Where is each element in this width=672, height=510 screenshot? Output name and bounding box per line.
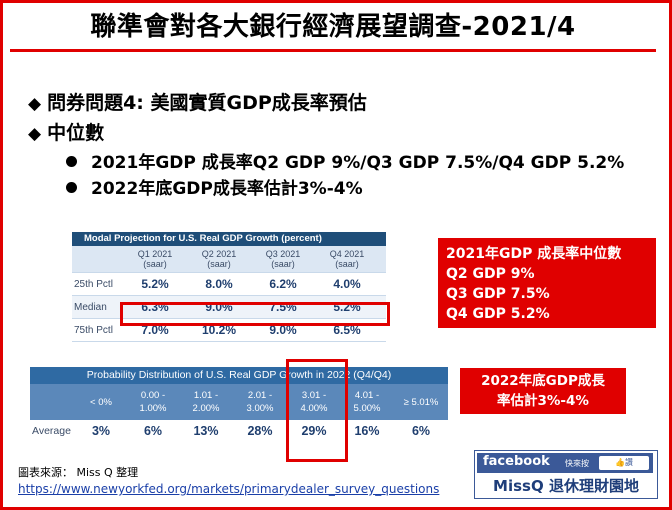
sub-bullet-text: 2021年GDP 成長率Q2 GDP 9%/Q3 GDP 7.5%/Q4 GDP… — [91, 153, 625, 173]
table-cell: 29% — [301, 423, 327, 438]
row-label: Average — [32, 424, 71, 437]
note-line: 率估計3%-4% — [497, 393, 589, 409]
dot-icon — [66, 181, 77, 193]
forecast-note-box: 2022年底GDP成長 率估計3%-4% — [460, 368, 626, 414]
note-line: Q2 GDP 9% — [446, 266, 535, 282]
facebook-banner: facebook 快來按 👍讚 — [477, 453, 653, 473]
bullet-text: 中位數 — [47, 122, 105, 144]
row-label: Median — [74, 301, 107, 313]
note-line: Q3 GDP 7.5% — [446, 286, 550, 302]
note-line: Q4 GDP 5.2% — [446, 306, 550, 322]
range-header: ≥ 5.01% — [403, 396, 439, 408]
diamond-icon: ◆ — [28, 94, 42, 114]
title-divider — [10, 49, 656, 52]
range-header-row: < 0% 0.00 -1.00% 1.01 -2.00% 2.01 -3.00%… — [30, 384, 448, 420]
probability-distribution-table: Probability Distribution of U.S. Real GD… — [30, 367, 448, 441]
source-text: 圖表來源： Miss Q 整理 — [18, 466, 139, 479]
slide-title: 聯準會對各大銀行經濟展望調查-2021/4 — [90, 12, 576, 42]
table-title: Modal Projection for U.S. Real GDP Growt… — [72, 232, 386, 246]
dot-icon — [66, 155, 77, 167]
page-name: MissQ 退休理財園地 — [493, 477, 639, 495]
table-cell: 10.2% — [201, 323, 237, 337]
table-row: 25th Pctl 5.2% 8.0% 6.2% 4.0% — [72, 273, 386, 296]
range-header: 3.01 -4.00% — [300, 390, 328, 414]
column-header: Q1 2021 (saar) — [137, 249, 173, 269]
row-label: 75th Pctl — [74, 324, 113, 336]
table-cell: 28% — [247, 423, 273, 438]
table-cell: 6% — [143, 423, 163, 438]
sub-bullet-2021: 2021年GDP 成長率Q2 GDP 9%/Q3 GDP 7.5%/Q4 GDP… — [66, 148, 624, 173]
range-highlight-box — [286, 359, 348, 462]
row-label: 25th Pctl — [74, 278, 113, 290]
range-header: 0.00 -1.00% — [139, 390, 167, 414]
bullet-median: ◆ 中位數 — [28, 118, 104, 145]
column-header: Q4 2021 (saar) — [329, 249, 365, 269]
table-cell: 16% — [354, 423, 380, 438]
table-cell: 3% — [91, 423, 111, 438]
range-header: 2.01 -3.00% — [246, 390, 274, 414]
table-cell: 6.2% — [269, 277, 297, 291]
sub-bullet-2022: 2022年底GDP成長率估計3%-4% — [66, 174, 363, 199]
median-note-box: 2021年GDP 成長率中位數 Q2 GDP 9% Q3 GDP 7.5% Q4… — [438, 238, 656, 328]
source-link[interactable]: https://www.newyorkfed.org/markets/prima… — [18, 482, 440, 496]
table-cell: 13% — [193, 423, 219, 438]
note-line: 2022年底GDP成長 — [481, 373, 605, 389]
column-header: Q3 2021 (saar) — [265, 249, 301, 269]
table-cell: 4.0% — [333, 277, 361, 291]
facebook-logo[interactable]: facebook 快來按 👍讚 MissQ 退休理財園地 — [474, 450, 658, 499]
facebook-wordmark: facebook — [483, 454, 550, 469]
diamond-icon: ◆ — [28, 124, 42, 144]
sub-bullet-text: 2022年底GDP成長率估計3%-4% — [91, 179, 363, 199]
table-cell: 8.0% — [205, 277, 233, 291]
table-cell: 6% — [411, 423, 431, 438]
bullet-question: ◆ 問券問題4: 美國實質GDP成長率預估 — [28, 88, 367, 115]
column-header: Q2 2021 (saar) — [201, 249, 237, 269]
table-cell: 9.0% — [269, 323, 297, 337]
facebook-tagline: 快來按 — [565, 459, 589, 468]
range-header: 4.01 -5.00% — [353, 390, 381, 414]
table-row: 75th Pctl 7.0% 10.2% 9.0% 6.5% — [72, 319, 386, 342]
note-line: 2021年GDP 成長率中位數 — [446, 246, 622, 262]
table-title: Probability Distribution of U.S. Real GD… — [30, 367, 448, 384]
range-header: 1.01 -2.00% — [192, 390, 220, 414]
table-cell: 6.5% — [333, 323, 361, 337]
table-header-row: Q1 2021 (saar) Q2 2021 (saar) Q3 2021 (saar… — [72, 246, 386, 273]
bullet-text: 問券問題4: 美國實質GDP成長率預估 — [47, 92, 367, 114]
average-row: Average 3% 6% 13% 28% 29% 16% 6% — [30, 420, 448, 441]
table-cell: 5.2% — [141, 277, 169, 291]
like-icon: 👍讚 — [599, 456, 649, 470]
table-cell: 7.0% — [141, 323, 169, 337]
range-header: < 0% — [90, 396, 112, 408]
median-highlight-box — [120, 302, 390, 326]
